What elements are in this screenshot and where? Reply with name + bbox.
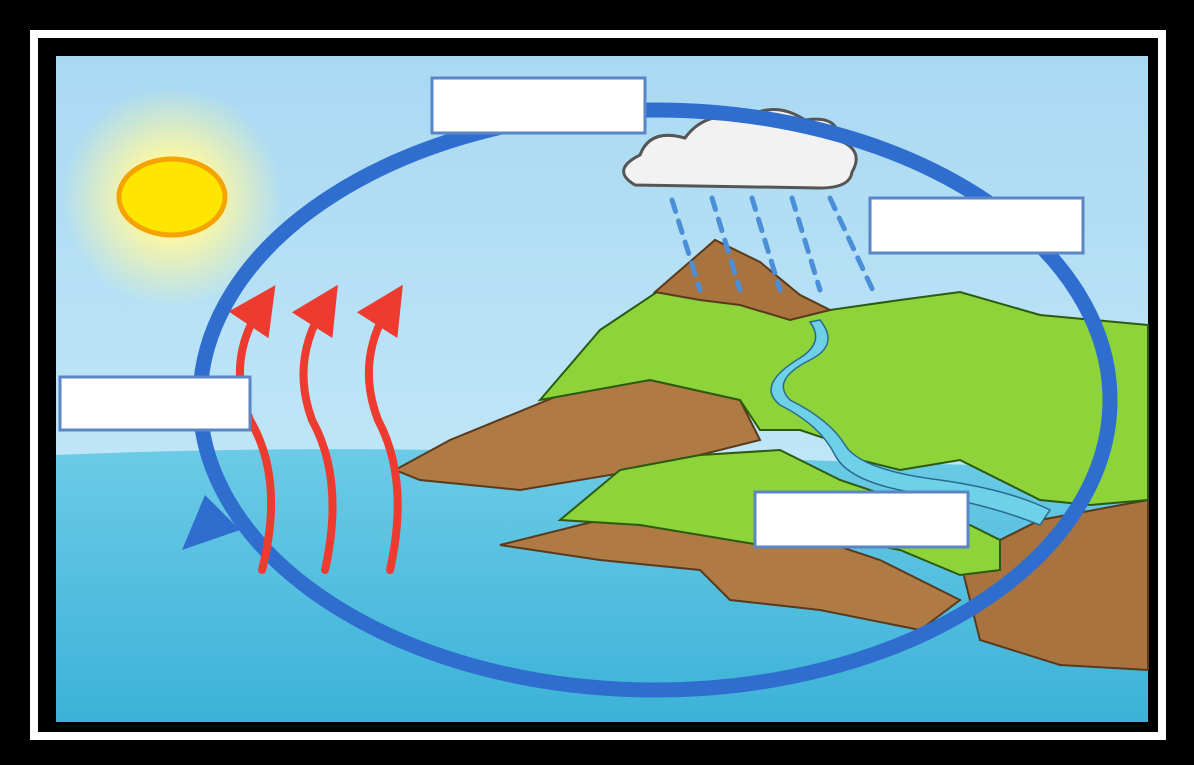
label-box (755, 492, 968, 547)
sun (119, 159, 225, 235)
page: {} (0, 0, 1194, 765)
label-box (432, 78, 645, 133)
label-box (870, 198, 1083, 253)
label-box (60, 377, 250, 430)
water-cycle-worksheet (0, 0, 1194, 765)
